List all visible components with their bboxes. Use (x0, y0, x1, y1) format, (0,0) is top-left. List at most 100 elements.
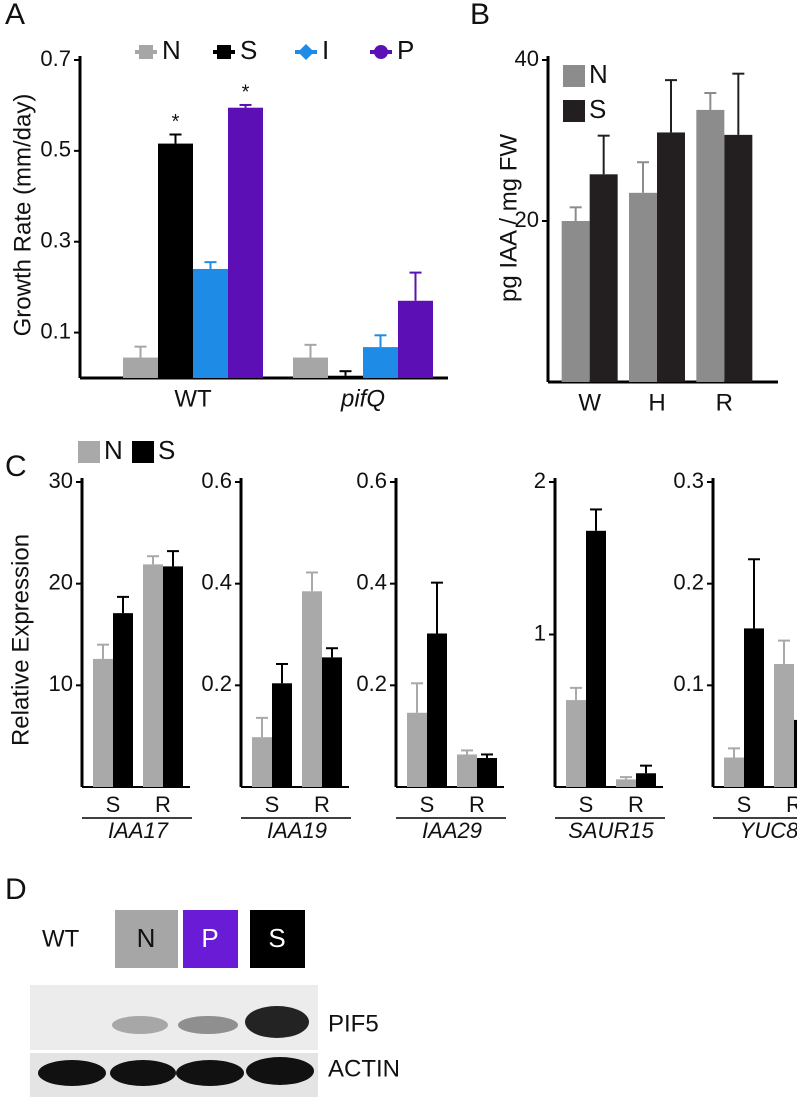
bar (328, 375, 363, 378)
legend-label: N (589, 59, 608, 89)
x-tick-label: S (106, 792, 121, 817)
error-bar (239, 103, 252, 108)
error-bar (569, 206, 582, 221)
row-label: PIF5 (328, 1010, 379, 1037)
y-tick-label: 0.2 (356, 671, 387, 696)
legend-marker (139, 45, 153, 59)
y-tick-label: 20 (49, 569, 73, 594)
bar (407, 712, 427, 787)
error-bar (374, 334, 387, 348)
bar (143, 564, 163, 787)
error-bar (461, 749, 473, 755)
error-bar (304, 343, 317, 358)
x-tick-label: WT (174, 385, 212, 412)
y-tick-label: 30 (49, 468, 73, 493)
y-tick-label: 0.1 (40, 318, 71, 343)
x-tick-label: S (420, 792, 435, 817)
error-bar (326, 647, 338, 658)
error-bar (169, 133, 182, 144)
y-axis-label: Relative Expression (7, 534, 34, 746)
error-bar (732, 72, 745, 135)
y-tick-label: 0.2 (673, 569, 704, 594)
x-tick-label: R (628, 792, 644, 817)
y-tick-label: 0.4 (201, 569, 232, 594)
bar (724, 757, 744, 787)
bar (93, 658, 113, 787)
x-axis-label: SAUR15 (568, 818, 654, 843)
x-tick-label: S (579, 792, 594, 817)
error-bar (339, 370, 352, 376)
band (110, 1060, 176, 1086)
legend-marker (217, 45, 231, 59)
error-bar (97, 643, 109, 659)
bar (123, 357, 158, 378)
x-axis-label: YUC8 (740, 818, 797, 843)
y-tick-label: 0.1 (673, 671, 704, 696)
y-tick-label: 10 (49, 671, 73, 696)
legend-marker (563, 65, 585, 87)
error-bar (276, 662, 288, 684)
error-bar (748, 558, 760, 629)
error-bar (204, 261, 217, 269)
y-tick-label: 0.6 (201, 468, 232, 493)
bar (616, 779, 636, 787)
legend-marker (132, 441, 154, 463)
band (246, 1057, 314, 1085)
error-bar (665, 79, 677, 133)
bar (774, 663, 794, 787)
legend-label: S (240, 35, 257, 65)
error-bar (728, 747, 740, 758)
panel-label: D (5, 873, 27, 906)
band (38, 1060, 106, 1086)
legend-label: N (104, 435, 123, 465)
bar (724, 134, 753, 382)
error-bar (640, 764, 652, 774)
bar (589, 174, 618, 382)
x-tick-label: R (469, 792, 485, 817)
error-bar (147, 555, 159, 565)
x-tick-label: R (155, 792, 171, 817)
legend-marker (78, 441, 100, 463)
bar (272, 683, 292, 787)
y-axis-label: pg IAA / mg FW (495, 134, 522, 302)
error-bar (637, 161, 649, 193)
legend-marker (563, 100, 585, 122)
condition-label: P (201, 923, 218, 953)
bar (566, 700, 586, 787)
error-bar (117, 595, 129, 614)
error-bar (167, 550, 179, 567)
condition-label: N (137, 923, 156, 953)
panel-label: B (470, 0, 490, 31)
x-tick-label: R (786, 792, 797, 817)
bar (252, 737, 272, 787)
error-bar (306, 571, 318, 592)
bar (193, 268, 228, 378)
bar (163, 566, 183, 787)
y-tick-label: 0.6 (356, 468, 387, 493)
legend-label: S (589, 94, 606, 124)
bar (322, 657, 342, 787)
y-tick-label: 0.3 (673, 468, 704, 493)
y-tick-label: 20 (515, 207, 539, 232)
y-tick-label: 40 (515, 46, 539, 71)
bar (398, 300, 433, 378)
row-label: ACTIN (328, 1055, 400, 1082)
bar (744, 628, 764, 787)
bar (696, 109, 725, 382)
error-bar (134, 345, 147, 358)
error-bar (590, 508, 602, 531)
y-tick-label: 0.4 (356, 569, 387, 594)
bar (794, 719, 797, 787)
legend-label: P (397, 35, 414, 65)
x-tick-label: W (578, 389, 601, 416)
bar (477, 758, 497, 787)
x-tick-label: R (716, 389, 733, 416)
annotation: * (172, 111, 180, 133)
x-tick-label: R (314, 792, 330, 817)
condition-box (250, 910, 305, 968)
condition-box (115, 910, 178, 968)
bar (363, 347, 398, 378)
bar (158, 143, 193, 378)
bar (302, 591, 322, 787)
